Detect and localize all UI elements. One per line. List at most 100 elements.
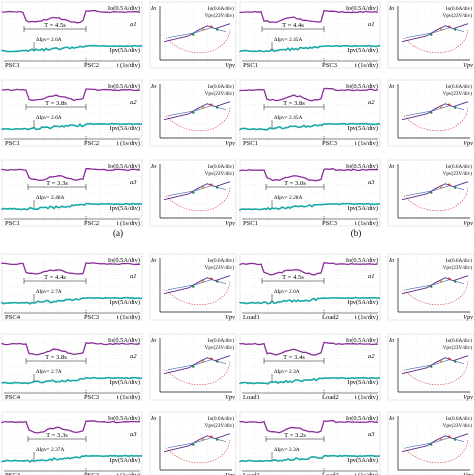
operating-point-dot [210, 277, 213, 280]
operating-point-dot [202, 438, 205, 441]
iv-axis-vpv: Vpv [225, 140, 235, 147]
period-label: T = 3.4s [283, 354, 305, 361]
inverter-current-trace [1, 168, 141, 181]
iv-axis-io: Io [388, 163, 394, 170]
channel-label-ipv: Ipv(5A/div) [109, 379, 140, 386]
period-label: T = 3.8s [283, 100, 305, 107]
time-scale-label: t (1s/div) [117, 62, 140, 69]
subfigure-label: a1 [130, 273, 137, 280]
inverter-current-trace [1, 88, 141, 102]
iv-dashed-loop [403, 29, 469, 54]
channel-label-io: Io(0.5A/div) [108, 5, 140, 12]
channel-label-io: Io(0.5A/div) [108, 337, 140, 344]
subfigure-label: a3 [130, 431, 137, 438]
subfigure-label: a1 [368, 273, 375, 280]
channel-label-io: Io(0.5A/div) [108, 415, 140, 422]
iv-axis-vpv: Vpv [463, 140, 473, 147]
iv-axis-vpv: Vpv [225, 314, 235, 321]
iv-axis-io: Io [388, 83, 394, 90]
operating-point-dot [454, 280, 457, 283]
operating-point-dot [430, 443, 433, 446]
iv-trajectory [163, 275, 231, 295]
time-scale-label: t (1s/div) [117, 220, 140, 227]
operating-point-dot [210, 435, 213, 438]
operating-point-dot [192, 191, 195, 194]
condition-after-label: PSC3 [322, 140, 338, 147]
operating-point-dot [448, 183, 451, 186]
iv-dashed-loop [165, 281, 231, 306]
operating-point-dot [454, 186, 457, 189]
channel-label-ipv: Ipv(5A/div) [347, 47, 378, 54]
iv-label-vpv-scale: Vpv(23V/div) [205, 90, 235, 97]
operating-point-dot [216, 438, 219, 441]
iv-axis-vpv: Vpv [225, 62, 235, 69]
operating-point-dot [454, 360, 457, 363]
operating-point-dot [202, 28, 205, 31]
inverter-current-trace [239, 10, 379, 24]
period-label: T = 4.4s [282, 22, 304, 29]
subfigure-label: a1 [130, 21, 137, 28]
oscilloscope-traces [1, 6, 470, 474]
iv-axis-io: Io [150, 5, 156, 12]
operating-point-dot [430, 111, 433, 114]
pv-current-trace [239, 44, 381, 53]
channel-label-io: Io(0.5A/div) [346, 257, 378, 264]
condition-after-label: PSC3 [84, 394, 100, 401]
pv-current-trace [1, 296, 143, 305]
period-label: T = 3.3s [46, 180, 68, 187]
iv-axis-io: Io [388, 415, 394, 422]
inverter-current-trace [239, 167, 379, 182]
pv-current-trace [239, 454, 381, 463]
iv-label-io-scale: Io(0.6A/div) [446, 163, 472, 170]
operating-point-dot [454, 438, 457, 441]
condition-before-label: PSC4 [5, 314, 21, 321]
period-label: T = 3.3s [46, 432, 68, 439]
iv-axis-io: Io [150, 257, 156, 264]
iv-axis-io: Io [388, 5, 394, 12]
delta-ipv-label: ΔIpv= 2.45A [274, 37, 302, 43]
iv-trajectory [163, 23, 231, 43]
channel-label-ipv: Ipv(5A/div) [347, 205, 378, 212]
condition-after-label: Load2 [322, 472, 339, 475]
operating-point-dot [454, 28, 457, 31]
delta-ipv-label: ΔIpv= 2.6A [274, 289, 300, 295]
iv-dashed-loop [403, 439, 469, 464]
iv-label-vpv-scale: Vpv(23V/div) [443, 170, 473, 177]
condition-before-label: Load1 [243, 314, 260, 321]
operating-point-dot [430, 285, 433, 288]
operating-point-dot [192, 365, 195, 368]
operating-point-dot [202, 280, 205, 283]
subfigure-label: a3 [130, 179, 137, 186]
iv-label-vpv-scale: Vpv(23V/div) [443, 90, 473, 97]
time-scale-label: t (1s/div) [117, 314, 140, 321]
operating-point-dot [430, 191, 433, 194]
channel-label-ipv: Ipv(5A/div) [347, 457, 378, 464]
iv-label-io-scale: Io(0.6A/div) [446, 337, 472, 344]
subfigure-label: a2 [368, 99, 375, 106]
channel-label-ipv: Ipv(5A/div) [347, 125, 378, 132]
iv-trajectory [401, 101, 469, 121]
inverter-current-trace [1, 342, 141, 356]
condition-after-label: Load2 [322, 394, 339, 401]
operating-point-dot [448, 435, 451, 438]
inverter-current-trace [1, 420, 141, 434]
iv-dashed-loop [403, 107, 469, 132]
iv-label-vpv-scale: Vpv(23V/div) [443, 422, 473, 429]
delta-ipv-label: ΔIpv= 2.6A [36, 37, 62, 43]
operating-point-dot [216, 280, 219, 283]
iv-dashed-loop [403, 361, 469, 386]
iv-label-io-scale: Io(0.6A/div) [446, 5, 472, 12]
operating-point-dot [440, 186, 443, 189]
channel-label-ipv: Ipv(5A/div) [347, 299, 378, 306]
iv-axis-vpv: Vpv [463, 220, 473, 227]
time-scale-label: t (1s/div) [355, 472, 378, 475]
iv-axis-io: Io [150, 337, 156, 344]
iv-label-io-scale: Io(0.6A/div) [208, 83, 234, 90]
pv-current-trace [1, 202, 143, 211]
pv-current-trace [1, 376, 143, 385]
operating-point-dot [192, 443, 195, 446]
operating-point-dot [440, 106, 443, 109]
delta-ipv-label: ΔIpv= 2.28A [274, 195, 302, 201]
pv-current-trace [1, 122, 142, 131]
